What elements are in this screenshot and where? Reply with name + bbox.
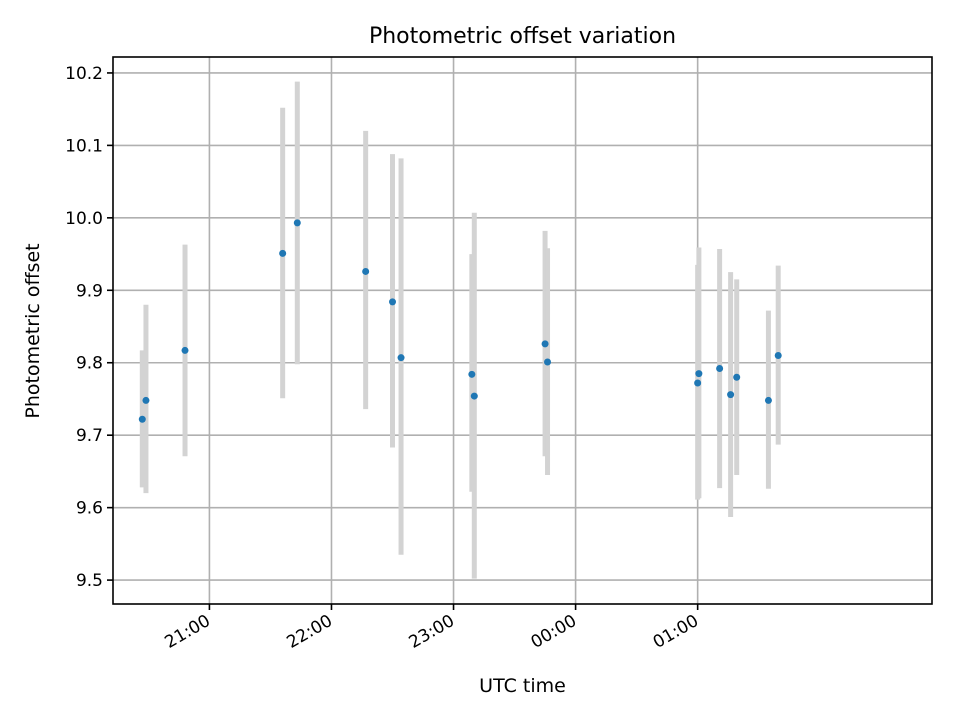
data-point xyxy=(362,267,370,275)
data-point xyxy=(389,298,397,306)
data-point xyxy=(544,358,552,366)
data-point xyxy=(694,379,702,387)
y-tick-label: 9.6 xyxy=(76,499,103,519)
y-axis-label: Photometric offset xyxy=(22,243,44,418)
data-point xyxy=(727,391,735,399)
data-point xyxy=(774,351,782,359)
x-tick-label: 22:00 xyxy=(284,611,336,653)
x-axis-ticks: 21:00 22:00 23:00 00:00 01:00 xyxy=(161,604,702,653)
chart-title: Photometric offset variation xyxy=(369,24,676,49)
x-tick-label: 21:00 xyxy=(161,611,213,653)
y-tick-label: 9.9 xyxy=(76,281,103,301)
data-point xyxy=(279,249,287,257)
x-tick-label: 01:00 xyxy=(650,611,702,653)
y-tick-label: 10.2 xyxy=(65,64,103,84)
y-tick-label: 9.8 xyxy=(76,354,103,374)
y-tick-label: 9.7 xyxy=(76,426,103,446)
x-tick-label: 23:00 xyxy=(406,611,458,653)
error-bars xyxy=(139,81,781,579)
data-point xyxy=(716,365,724,373)
y-tick-label: 9.5 xyxy=(76,571,103,591)
data-point xyxy=(695,370,703,378)
data-point xyxy=(397,354,405,362)
x-axis-label: UTC time xyxy=(479,675,566,697)
y-axis-ticks: 9.5 9.6 9.7 9.8 9.9 10.0 10.1 10.2 xyxy=(65,64,113,591)
data-point xyxy=(470,392,478,400)
data-points xyxy=(138,219,782,423)
data-point xyxy=(468,370,476,378)
data-point xyxy=(138,415,146,423)
y-tick-label: 10.0 xyxy=(65,209,103,229)
data-point xyxy=(181,346,189,354)
plot-frame xyxy=(112,56,933,605)
data-point xyxy=(142,396,150,404)
data-point xyxy=(764,396,772,404)
grid xyxy=(113,57,932,604)
data-point xyxy=(733,373,741,381)
data-point xyxy=(541,340,549,348)
data-point xyxy=(293,219,301,227)
y-tick-label: 10.1 xyxy=(65,136,103,156)
x-tick-label: 00:00 xyxy=(528,611,580,653)
